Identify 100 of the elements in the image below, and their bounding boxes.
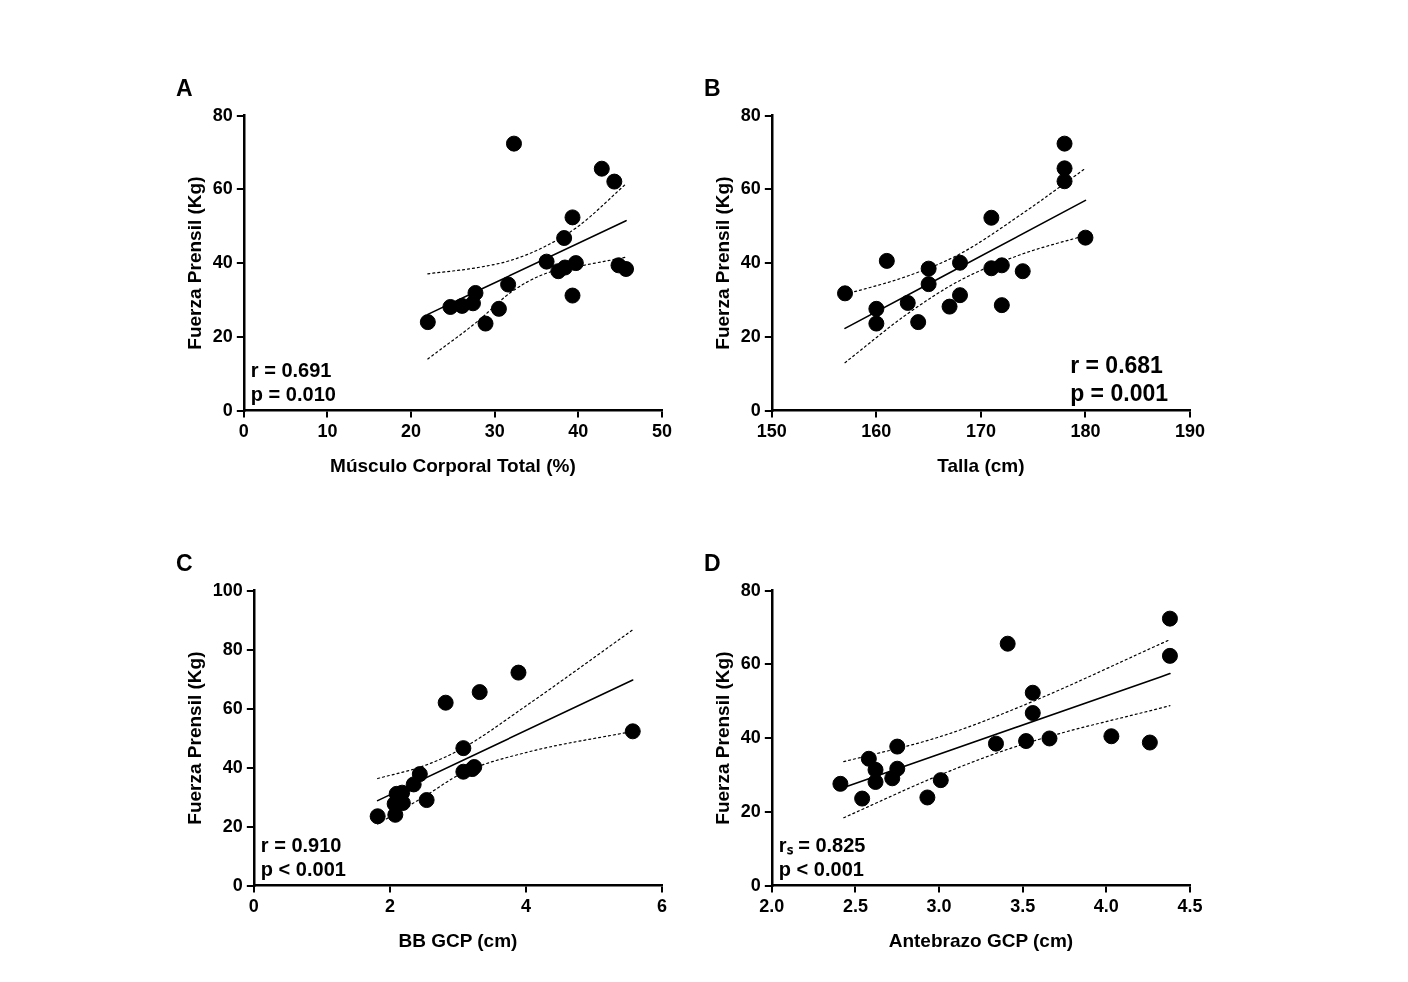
y-tick-label: 80 — [740, 579, 761, 600]
point — [932, 772, 949, 789]
point — [1056, 173, 1073, 190]
y-axis-title: Fuerza Prensil (Kg) — [711, 176, 733, 350]
point — [564, 287, 581, 304]
point — [910, 314, 927, 331]
point — [952, 254, 968, 271]
annotation: r = 0.691 — [250, 358, 332, 381]
y-tick-label: 40 — [740, 252, 761, 273]
y-tick-label: 80 — [740, 104, 761, 125]
y-tick-label: 60 — [212, 178, 233, 199]
point — [1161, 647, 1178, 664]
annotation: p = 0.010 — [250, 382, 336, 405]
x-tick-label: 0 — [248, 896, 259, 917]
point — [987, 735, 1004, 752]
chart-title: B — [704, 75, 721, 102]
point — [564, 209, 581, 226]
point — [455, 740, 472, 757]
x-axis-title: Talla (cm) — [937, 454, 1025, 476]
y-axis-title: Fuerza Prensil (Kg) — [711, 651, 733, 825]
annotation: p = 0.001 — [1070, 379, 1169, 406]
point — [538, 253, 555, 270]
point — [952, 287, 968, 304]
point — [477, 315, 494, 332]
point — [419, 314, 436, 331]
point — [556, 230, 573, 247]
x-tick-label: 3.5 — [1010, 896, 1036, 917]
chart-title: D — [704, 550, 721, 577]
x-axis-title: Antebrazo GCP (cm) — [888, 929, 1074, 951]
point — [369, 808, 386, 825]
point — [1161, 610, 1178, 627]
point — [505, 135, 522, 152]
line-series — [843, 639, 1171, 763]
x-tick-label: 10 — [317, 421, 338, 442]
point — [593, 160, 610, 177]
point — [1024, 705, 1041, 722]
point — [919, 789, 936, 806]
point — [920, 276, 937, 293]
y-tick-label: 80 — [222, 638, 243, 659]
x-tick-label: 3.0 — [926, 896, 952, 917]
x-tick-label: 50 — [651, 421, 673, 442]
x-tick-label: 30 — [484, 421, 505, 442]
point — [1077, 229, 1094, 246]
annotation: p < 0.001 — [778, 857, 864, 880]
x-tick-label: 20 — [401, 421, 422, 442]
point — [889, 738, 906, 755]
point — [993, 297, 1010, 314]
chart-title: C — [176, 550, 193, 577]
point — [618, 261, 635, 277]
x-axis-title: BB GCP (cm) — [398, 929, 518, 951]
point — [1024, 684, 1041, 701]
x-tick-label: 4.5 — [1177, 896, 1203, 917]
point — [868, 300, 885, 317]
point — [860, 750, 877, 767]
x-tick-label: 2.5 — [842, 896, 868, 917]
point — [510, 664, 527, 681]
point — [983, 209, 1000, 226]
y-axis-title: Fuerza Prensil (Kg) — [183, 651, 205, 825]
x-tick-label: 4.0 — [1093, 896, 1119, 917]
annotation: r = 0.681 — [1070, 352, 1164, 378]
y-tick-label: 40 — [740, 727, 761, 748]
x-tick-label: 2 — [384, 896, 395, 917]
point — [899, 294, 916, 311]
y-tick-label: 20 — [740, 325, 761, 346]
point — [500, 276, 517, 293]
point — [606, 173, 623, 190]
y-tick-label: 60 — [740, 178, 761, 199]
y-tick-label: 0 — [750, 399, 761, 420]
point — [889, 760, 906, 777]
point — [1014, 263, 1031, 280]
point — [1141, 734, 1158, 751]
point — [920, 260, 937, 277]
point — [471, 684, 488, 701]
y-tick-label: 60 — [740, 653, 761, 674]
y-tick-label: 80 — [212, 104, 233, 125]
point — [868, 315, 885, 332]
x-axis-title: Músculo Corporal Total (%) — [330, 454, 576, 476]
line-series — [377, 629, 634, 780]
point — [467, 284, 484, 301]
y-tick-label: 40 — [212, 252, 233, 273]
point — [1103, 728, 1120, 745]
x-tick-label: 2.0 — [759, 896, 785, 917]
point — [854, 790, 871, 807]
y-tick-label: 0 — [222, 399, 233, 420]
chart-title: A — [176, 75, 193, 102]
x-tick-label: 160 — [861, 421, 892, 442]
line-series — [843, 705, 1171, 819]
y-tick-label: 0 — [750, 874, 761, 895]
point — [437, 694, 454, 711]
point — [1056, 135, 1073, 152]
y-tick-label: 40 — [222, 756, 243, 777]
y-tick-label: 100 — [212, 579, 243, 600]
x-tick-label: 40 — [568, 421, 589, 442]
y-tick-label: 0 — [232, 874, 243, 895]
point — [941, 298, 958, 315]
y-tick-label: 20 — [212, 325, 233, 346]
line-series — [427, 256, 627, 360]
y-tick-label: 20 — [222, 815, 243, 836]
point — [411, 766, 428, 783]
annotation: r = 0.910 — [260, 833, 342, 856]
